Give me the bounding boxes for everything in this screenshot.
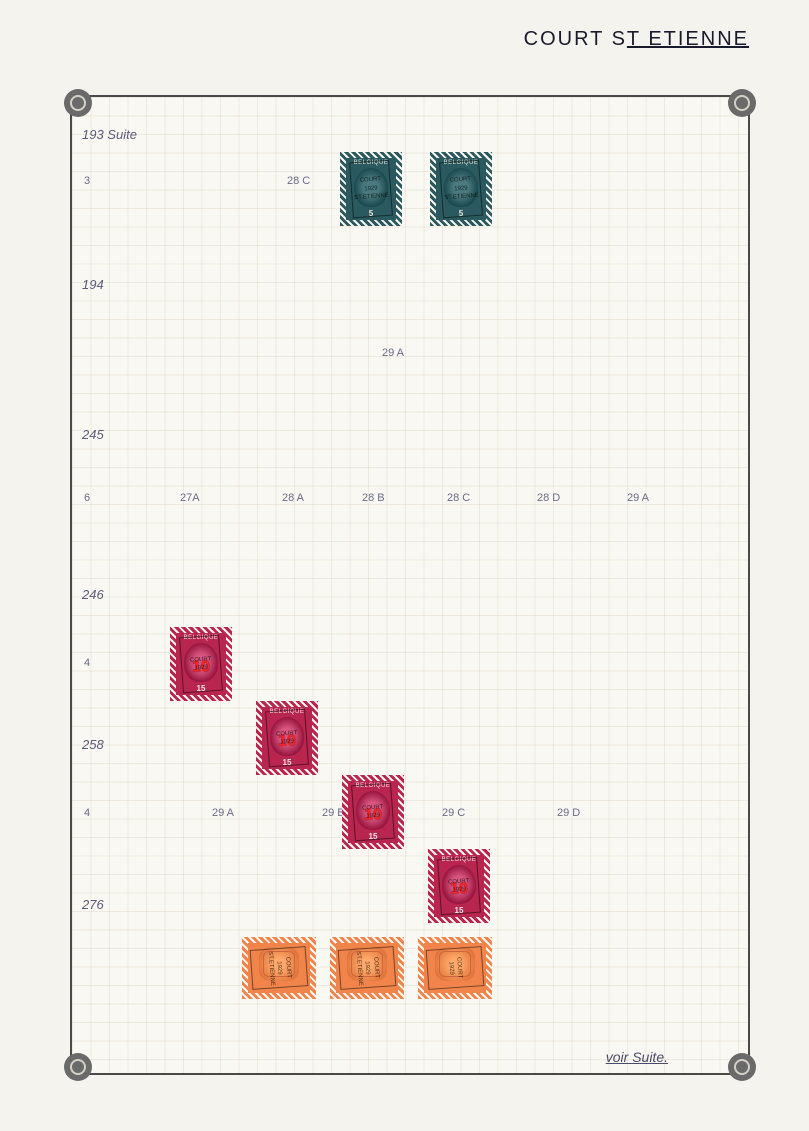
footer-note: voir Suite. [606, 1049, 668, 1065]
stamp-overprint: 10 [364, 807, 382, 825]
handwritten-annotation: 29 C [442, 807, 465, 819]
stamp-green: BELGIQUE5COURT1929ST.ETIENNE [340, 152, 402, 226]
stamp-country: BELGIQUE [442, 857, 477, 863]
stamp-magenta: BELGIQUE1510COURT1929 [256, 701, 318, 775]
handwritten-annotation: 29 A [212, 807, 234, 819]
handwritten-annotation: 28 B [362, 492, 385, 504]
title-main: COURT S [524, 28, 627, 50]
corner-ornament-tl [64, 89, 92, 117]
row-label: 193 Suite [82, 127, 137, 142]
stamp-lion-emblem [259, 947, 299, 981]
handwritten-annotation: 28 C [287, 175, 310, 187]
title-suffix: T ETIENNE [627, 28, 749, 50]
stamp-orange: COURT1929 [418, 937, 492, 999]
page-title: COURT ST ETIENNE [524, 28, 749, 51]
corner-ornament-br [728, 1053, 756, 1081]
handwritten-annotation: 28 A [282, 492, 304, 504]
stamp-magenta: BELGIQUE1510COURT1929 [170, 627, 232, 701]
grid-background [72, 97, 748, 1073]
stamp-country: BELGIQUE [444, 160, 479, 166]
row-label: 246 [82, 587, 104, 602]
handwritten-annotation: 28 D [537, 492, 560, 504]
handwritten-annotation: 3 [84, 175, 90, 187]
stamp-green: BELGIQUE5COURT1929ST.ETIENNE [430, 152, 492, 226]
handwritten-annotation: 29 D [557, 807, 580, 819]
stamp-country: BELGIQUE [184, 635, 219, 641]
stamp-portrait [354, 168, 388, 207]
stamp-orange: COURT1929ST.ETIENNE [242, 937, 316, 999]
album-page: 193 Suite 194 245 246 258 276 28 C 3 29 A 27A 28 … [70, 95, 750, 1075]
row-label: 245 [82, 427, 104, 442]
stamp-magenta: BELGIQUE1510COURT1929 [342, 775, 404, 849]
stamp-overprint: 10 [278, 733, 296, 751]
stamp-country: BELGIQUE [356, 783, 391, 789]
stamp-overprint: 10 [192, 659, 210, 677]
stamp-country: BELGIQUE [354, 160, 389, 166]
stamp-magenta: BELGIQUE1510COURT1929 [428, 849, 490, 923]
stamp-lion-emblem [347, 947, 387, 981]
stamp-lion-emblem [435, 947, 475, 981]
handwritten-annotation: 27A [180, 492, 200, 504]
corner-ornament-tr [728, 89, 756, 117]
handwritten-annotation: 29 A [382, 347, 404, 359]
handwritten-annotation: 29 A [627, 492, 649, 504]
handwritten-annotation: 4 [84, 807, 90, 819]
stamp-overprint: 10 [450, 881, 468, 899]
stamp-country: BELGIQUE [270, 709, 305, 715]
stamp-value: 15 [283, 758, 292, 767]
stamp-orange: COURT1929ST.ETIENNE [330, 937, 404, 999]
row-label: 194 [82, 277, 104, 292]
stamp-value: 5 [369, 209, 373, 218]
handwritten-annotation: 6 [84, 492, 90, 504]
row-label: 276 [82, 897, 104, 912]
stamp-value: 15 [455, 906, 464, 915]
row-label: 258 [82, 737, 104, 752]
corner-ornament-bl [64, 1053, 92, 1081]
handwritten-annotation: 28 C [447, 492, 470, 504]
handwritten-annotation: 4 [84, 657, 90, 669]
stamp-value: 15 [369, 832, 378, 841]
stamp-value: 15 [197, 684, 206, 693]
stamp-portrait [444, 168, 478, 207]
stamp-value: 5 [459, 209, 463, 218]
